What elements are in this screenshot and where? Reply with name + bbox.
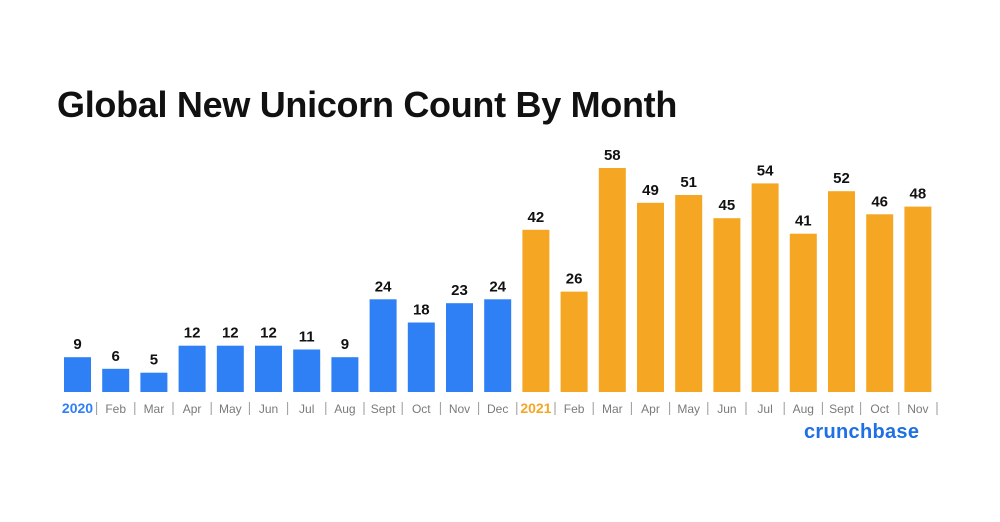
bar-3 — [178, 345, 206, 392]
tick-label-1: Feb — [105, 402, 126, 416]
bar-2 — [140, 372, 168, 392]
tick-label-21: Oct — [870, 402, 889, 416]
data-label-11: 24 — [489, 278, 506, 295]
year-tick-label: 2021 — [520, 400, 551, 416]
tick-label-19: Aug — [793, 402, 814, 416]
data-label-21: 46 — [871, 193, 888, 210]
bar-18 — [751, 183, 779, 392]
data-label-17: 45 — [719, 197, 736, 214]
data-label-8: 24 — [375, 278, 392, 295]
tick-label-15: Apr — [641, 402, 660, 416]
bar-16 — [675, 195, 703, 392]
tick-label-20: Sept — [829, 402, 854, 416]
data-label-12: 42 — [528, 209, 545, 226]
data-label-5: 12 — [260, 325, 277, 342]
bar-0 — [64, 357, 91, 392]
bar-14 — [598, 168, 626, 392]
tick-label-11: Dec — [487, 402, 508, 416]
data-label-22: 48 — [910, 186, 927, 203]
chart-title: Global New Unicorn Count By Month — [57, 84, 678, 125]
tick-label-9: Oct — [412, 402, 431, 416]
bar-7 — [331, 357, 359, 392]
data-label-15: 49 — [642, 182, 659, 199]
data-label-13: 26 — [566, 271, 583, 288]
tick-label-10: Nov — [449, 402, 470, 416]
tick-label-6: Jul — [299, 402, 314, 416]
data-label-4: 12 — [222, 325, 239, 342]
data-label-0: 9 — [73, 336, 81, 353]
bar-12 — [522, 229, 550, 392]
bar-22 — [904, 206, 932, 392]
bar-13 — [560, 291, 588, 392]
data-label-3: 12 — [184, 325, 201, 342]
bar-1 — [102, 368, 130, 392]
bar-5 — [255, 345, 282, 392]
tick-label-5: Jun — [259, 402, 278, 416]
tick-label-13: Feb — [564, 402, 585, 416]
bar-15 — [637, 202, 664, 392]
crunchbase-logo: crunchbase — [804, 421, 920, 443]
tick-label-14: Mar — [602, 402, 623, 416]
bar-21 — [866, 214, 894, 392]
bar-9 — [407, 322, 435, 392]
tick-label-4: May — [219, 402, 242, 416]
tick-label-22: Nov — [907, 402, 928, 416]
tick-label-17: Jun — [717, 402, 736, 416]
tick-label-2: Mar — [144, 402, 165, 416]
bar-17 — [713, 218, 741, 392]
tick-label-8: Sept — [371, 402, 396, 416]
bar-10 — [446, 303, 473, 392]
data-label-6: 11 — [299, 329, 315, 346]
tick-label-18: Jul — [757, 402, 772, 416]
year-tick-label: 2020 — [62, 400, 93, 416]
data-label-7: 9 — [341, 336, 349, 353]
data-label-18: 54 — [757, 162, 774, 179]
data-label-2: 5 — [150, 352, 158, 369]
data-label-19: 41 — [795, 213, 812, 230]
bar-20 — [828, 191, 855, 392]
tick-label-3: Apr — [183, 402, 202, 416]
data-label-14: 58 — [604, 147, 621, 164]
data-label-20: 52 — [833, 170, 850, 187]
bar-4 — [216, 345, 244, 392]
bar-11 — [484, 299, 512, 392]
data-label-1: 6 — [112, 348, 120, 365]
bar-6 — [293, 349, 321, 392]
data-label-10: 23 — [451, 282, 468, 299]
tick-label-16: May — [677, 402, 700, 416]
bar-8 — [369, 299, 397, 392]
tick-label-7: Aug — [334, 402, 355, 416]
data-label-16: 51 — [680, 174, 697, 191]
data-label-9: 18 — [413, 302, 430, 319]
bar-19 — [789, 233, 817, 392]
